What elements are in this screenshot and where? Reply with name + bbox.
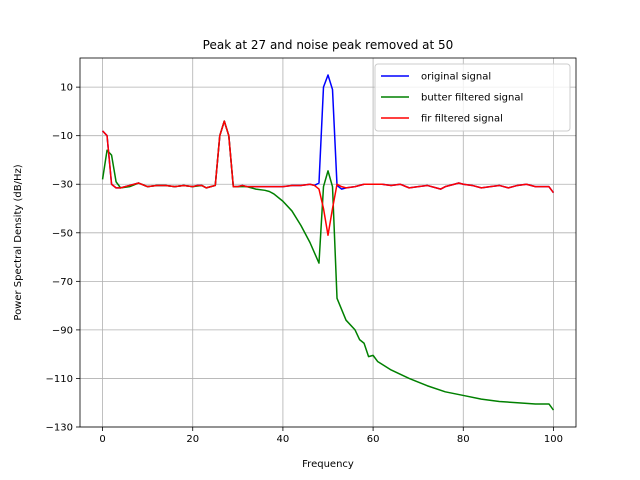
y-axis-label: Power Spectral Density (dB/Hz) — [13, 164, 24, 320]
x-tick-label: 20 — [186, 434, 199, 445]
legend-label-original-signal: original signal — [421, 72, 491, 83]
series-line-butter-filtered-signal — [101, 120, 555, 411]
x-tick-label: 100 — [544, 434, 563, 445]
legend-box — [374, 63, 571, 132]
series-lines — [101, 74, 555, 411]
x-tick-label: 0 — [99, 434, 105, 445]
y-tick-label: −10 — [52, 131, 73, 142]
x-tick-label: 60 — [367, 434, 380, 445]
y-tick-label: −30 — [52, 180, 73, 191]
chart-title: Peak at 27 and noise peak removed at 50 — [203, 38, 454, 52]
plot-frame — [79, 57, 577, 428]
y-tick-label: −70 — [52, 277, 73, 288]
y-tick-label: −130 — [46, 423, 73, 434]
x-tick-label: 40 — [277, 434, 290, 445]
legend-label-butter-filtered-signal: butter filtered signal — [421, 93, 523, 104]
series-line-fir-filtered-signal — [102, 120, 555, 236]
y-tick-label: −50 — [52, 228, 73, 239]
y-tick-label: −90 — [52, 325, 73, 336]
y-tick-label: 10 — [60, 83, 73, 94]
axis-ticks: 0 20 40 60 80 100 −130 −110 −90 −70 −50 −30 −10 10 — [46, 83, 563, 445]
legend: original signal butter filtered signal fir… — [374, 63, 571, 132]
x-tick-label: 80 — [457, 434, 470, 445]
legend-label-fir-filtered-signal: fir filtered signal — [421, 114, 503, 125]
x-axis-label: Frequency — [302, 459, 354, 470]
y-tick-label: −110 — [46, 374, 73, 385]
